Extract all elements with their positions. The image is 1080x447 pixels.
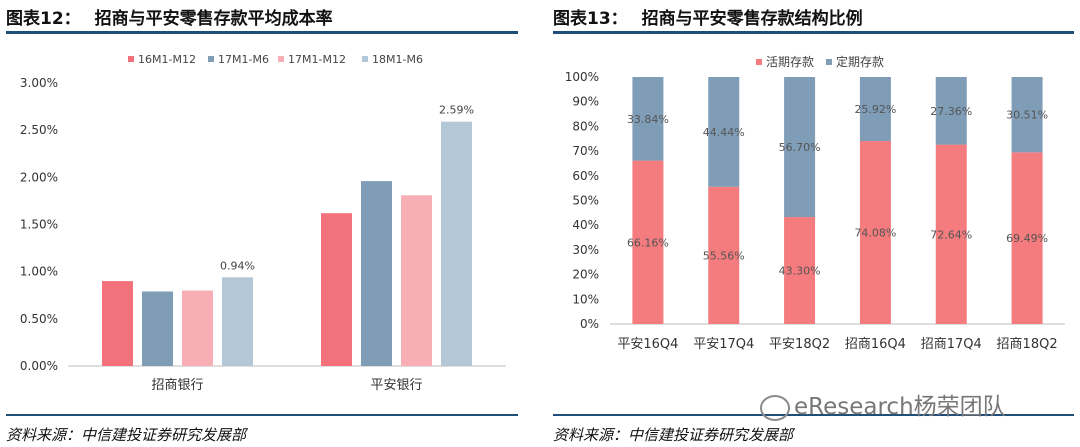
data-label: 43.30%: [779, 265, 821, 278]
wechat-logo-icon: [760, 394, 790, 421]
legend-swatch: [826, 59, 832, 65]
y-tick-label: 1.00%: [20, 265, 58, 279]
y-tick-label: 100%: [565, 70, 599, 84]
legend-label: 18M1-M6: [372, 53, 423, 66]
right-bottom-rule: [553, 414, 1074, 416]
x-category-label: 招商银行: [151, 378, 203, 393]
watermark: eResearch杨荣团队: [760, 387, 1006, 421]
data-label: 0.94%: [220, 259, 255, 272]
bar-定期存款-招商16Q4: [859, 77, 891, 142]
bar-17M1-M6-招商银行: [142, 291, 173, 366]
legend-label: 定期存款: [836, 54, 884, 69]
y-tick-label: 3.00%: [20, 76, 58, 90]
bar-活期存款-招商18Q2: [1011, 152, 1043, 324]
right-chart-heading: 图表13： 招商与平安零售存款结构比例: [553, 4, 863, 29]
legend-label: 17M1-M6: [218, 53, 269, 66]
legend-swatch: [756, 59, 762, 65]
legend-label: 活期存款: [766, 55, 814, 69]
left-chart-heading: 图表12： 招商与平安零售存款平均成本率: [6, 4, 333, 29]
data-label: 56.70%: [779, 141, 821, 154]
y-tick-label: 10%: [572, 292, 599, 306]
x-category-label: 招商17Q4: [921, 337, 982, 352]
bar-定期存款-平安17Q4: [708, 77, 740, 187]
right-heading-number: 图表13：: [553, 9, 628, 29]
y-tick-label: 70%: [572, 144, 599, 158]
y-tick-label: 80%: [572, 119, 599, 133]
bar-活期存款-平安17Q4: [708, 186, 740, 324]
bar-活期存款-招商17Q4: [935, 144, 967, 324]
x-category-label: 平安17Q4: [693, 337, 754, 352]
bar-活期存款-招商16Q4: [859, 141, 891, 324]
y-tick-label: 2.00%: [20, 170, 58, 184]
x-category-label: 平安银行: [370, 378, 422, 393]
data-label: 27.36%: [930, 105, 972, 118]
bar-17M1-M12-平安银行: [401, 195, 432, 366]
left-bottom-rule: [6, 414, 518, 416]
y-tick-label: 90%: [572, 95, 599, 109]
watermark-text: eResearch杨荣团队: [794, 394, 1006, 420]
y-tick-label: 0%: [580, 317, 599, 331]
legend-label: 17M1-M12: [288, 53, 346, 66]
data-label: 66.16%: [627, 236, 669, 249]
data-label: 44.44%: [703, 126, 745, 139]
x-category-label: 招商18Q2: [997, 337, 1058, 352]
data-label: 33.84%: [627, 113, 669, 126]
y-tick-label: 60%: [572, 169, 599, 183]
right-stacked-bar-chart: 0% 10% 20% 30% 40% 50% 60% 70% 80% 90% 100% 66.16% 3…: [565, 54, 1065, 352]
y-tick-label: 0.00%: [20, 359, 58, 373]
left-chart-panel: 0.00% 0.50% 1.00% 1.50% 2.00% 2.50% 3.00% 招商银行 平…: [6, 40, 518, 406]
right-heading-title: 招商与平安零售存款结构比例: [641, 9, 863, 29]
bar-活期存款-平安16Q4: [632, 160, 664, 324]
bar-17M1-M6-平安银行: [361, 181, 392, 366]
x-category-label: 招商16Q4: [845, 337, 906, 352]
y-tick-label: 0.50%: [20, 312, 58, 326]
right-chart-panel: 0% 10% 20% 30% 40% 50% 60% 70% 80% 90% 100% 66.16% 3…: [553, 40, 1074, 406]
data-label: 69.49%: [1006, 232, 1048, 245]
y-tick-label: 30%: [572, 243, 599, 257]
y-tick-label: 20%: [572, 268, 599, 282]
y-tick-label: 50%: [572, 194, 599, 208]
data-label: 72.64%: [930, 228, 972, 241]
data-label: 2.59%: [439, 104, 474, 117]
data-label: 30.51%: [1006, 109, 1048, 122]
legend-swatch: [278, 56, 284, 62]
bar-活期存款-平安18Q2: [784, 217, 816, 324]
left-source-note: 资料来源：中信建投证券研究发展部: [6, 426, 247, 444]
legend-swatch: [208, 56, 214, 62]
bar-定期存款-平安18Q2: [784, 77, 816, 218]
x-category-label: 平安16Q4: [617, 337, 678, 352]
data-label: 25.92%: [854, 103, 896, 116]
bar-16M1-M12-平安银行: [321, 213, 352, 366]
bar-16M1-M12-招商银行: [102, 281, 133, 366]
bar-定期存款-平安16Q4: [632, 77, 664, 161]
bar-18M1-M6-招商银行: [222, 277, 253, 366]
y-tick-label: 2.50%: [20, 123, 58, 137]
y-tick-label: 40%: [572, 218, 599, 232]
bar-定期存款-招商18Q2: [1011, 77, 1043, 153]
left-bar-chart: 0.00% 0.50% 1.00% 1.50% 2.00% 2.50% 3.00% 招商银行 平…: [20, 53, 506, 393]
right-heading-rule: [553, 31, 1074, 34]
data-label: 55.56%: [703, 249, 745, 262]
legend-swatch: [362, 56, 368, 62]
legend-label: 16M1-M12: [138, 53, 196, 66]
data-label: 74.08%: [854, 227, 896, 240]
left-heading-rule: [6, 31, 518, 34]
bar-17M1-M12-招商银行: [182, 290, 213, 366]
y-tick-label: 1.50%: [20, 218, 58, 232]
left-heading-title: 招商与平安零售存款平均成本率: [94, 9, 333, 29]
right-source-note: 资料来源：中信建投证券研究发展部: [553, 426, 794, 444]
legend-swatch: [128, 56, 134, 62]
bar-18M1-M6-平安银行: [441, 121, 472, 366]
left-heading-number: 图表12：: [6, 9, 81, 29]
bar-定期存款-招商17Q4: [935, 77, 967, 145]
x-category-label: 平安18Q2: [769, 337, 830, 352]
